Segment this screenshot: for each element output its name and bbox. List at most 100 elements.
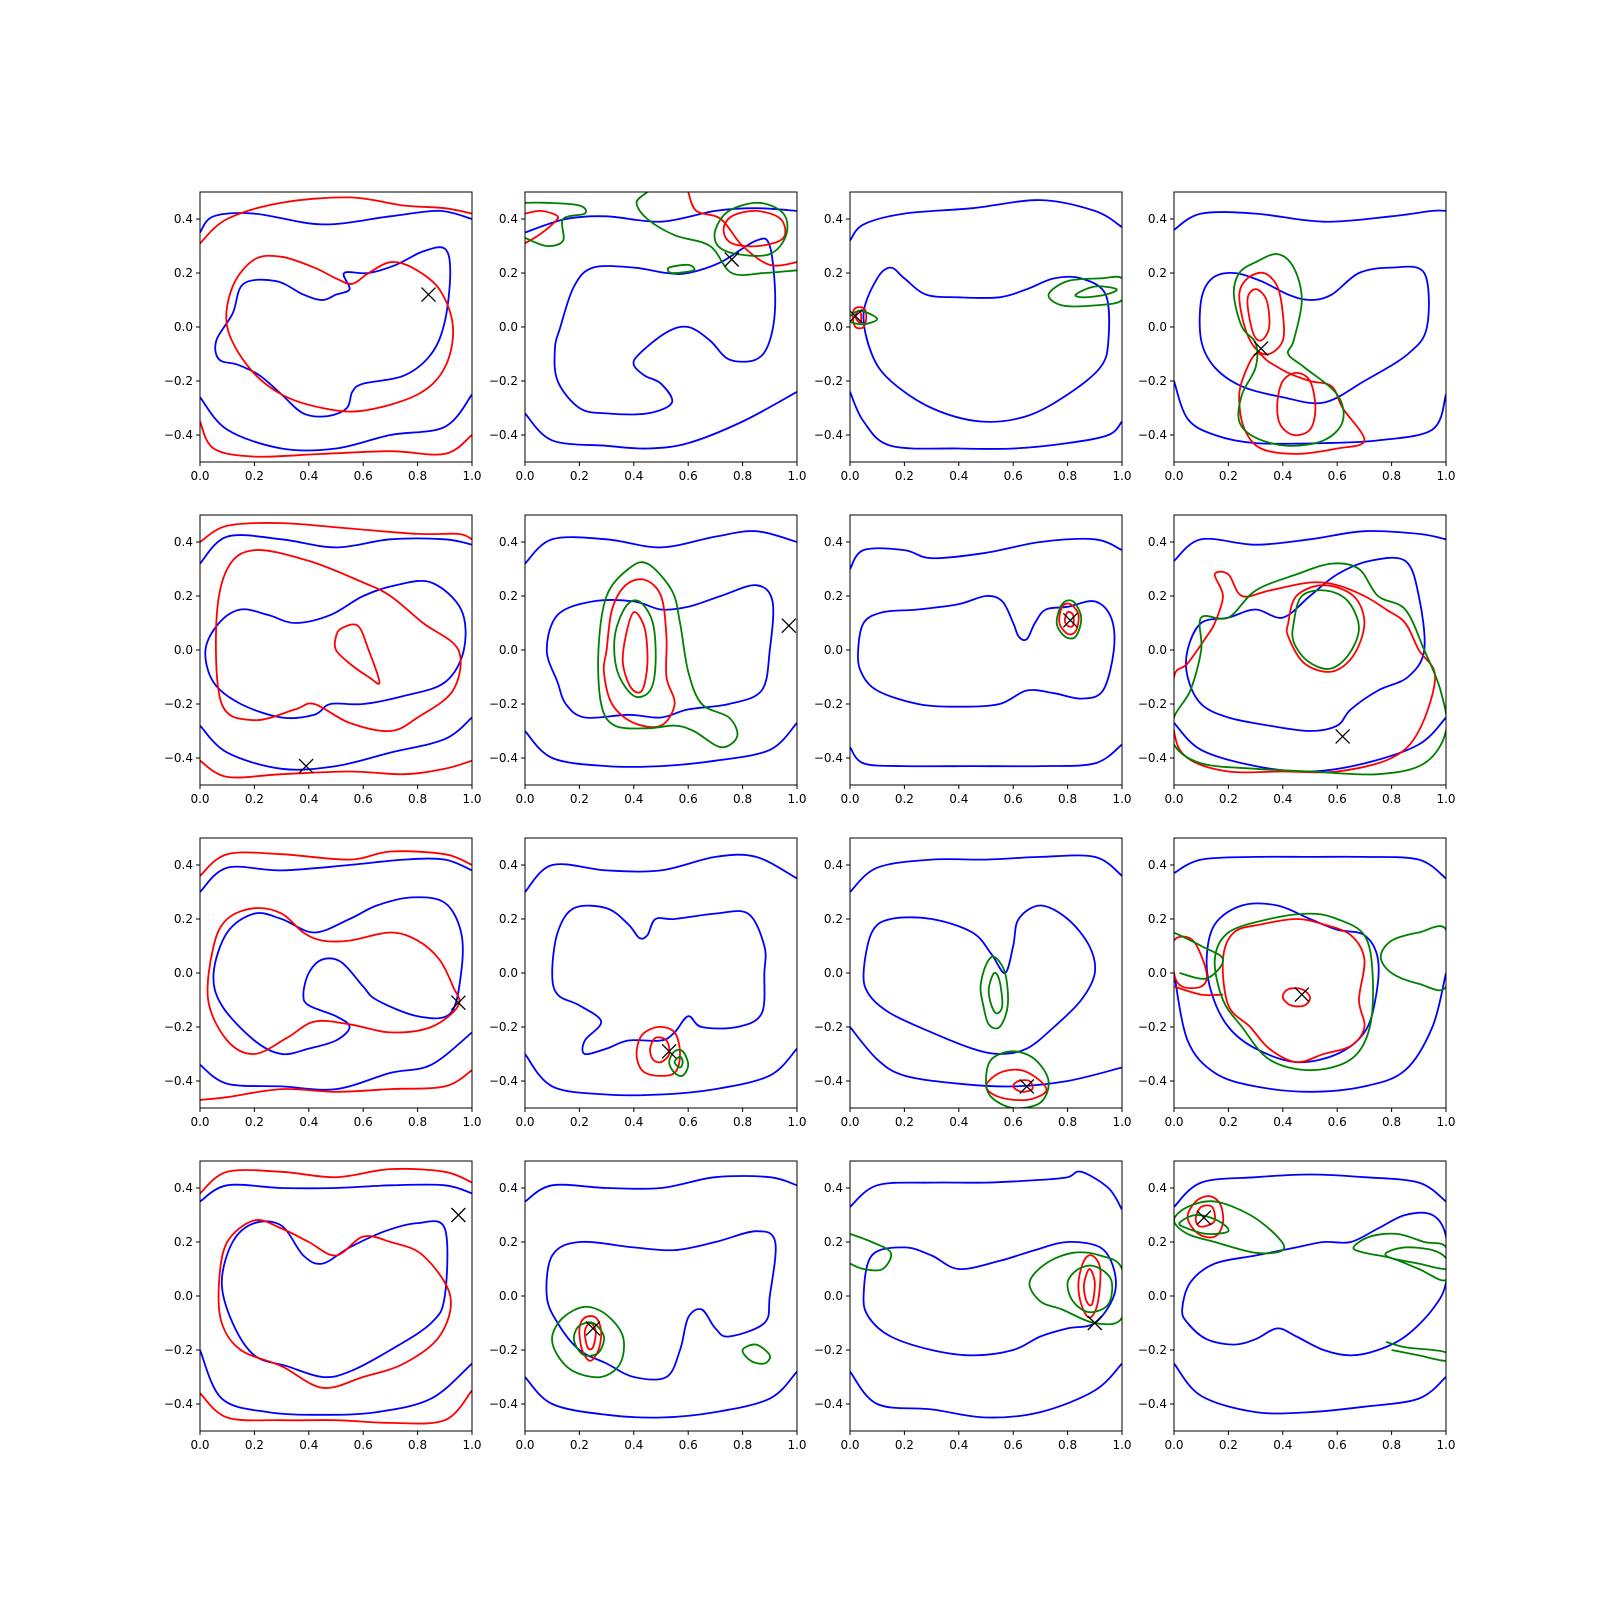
x-tick-label: 1.0 bbox=[787, 1438, 806, 1452]
x-tick-label: 0.0 bbox=[840, 792, 859, 806]
subplot-6: 0.0 0.2 0.4 0.6 0.8 1.0 −0.4 −0.2 0.0 0.2 0.4 bbox=[489, 514, 807, 806]
y-tick-label: 0.0 bbox=[174, 1289, 193, 1303]
red-contour-line bbox=[1063, 611, 1075, 628]
plot-area bbox=[850, 1170, 1122, 1419]
red-contour-line bbox=[1077, 1254, 1102, 1319]
x-tick-label: 0.8 bbox=[408, 792, 427, 806]
x-tick-label: 0.8 bbox=[733, 792, 752, 806]
red-contour-line bbox=[200, 1167, 472, 1195]
x-tick-label: 1.0 bbox=[462, 792, 481, 806]
y-tick-label: 0.2 bbox=[1148, 912, 1167, 926]
y-tick-label: −0.2 bbox=[814, 374, 843, 388]
blue-contour-line bbox=[850, 854, 1122, 893]
x-tick-label: 0.6 bbox=[1004, 792, 1023, 806]
y-tick-label: −0.4 bbox=[814, 1074, 843, 1088]
x-tick-label: 0.8 bbox=[1058, 469, 1077, 483]
x-tick-label: 0.0 bbox=[1164, 1115, 1183, 1129]
red-contour-line bbox=[1174, 570, 1437, 774]
y-tick-label: 0.0 bbox=[824, 966, 843, 980]
y-tick-label: 0.2 bbox=[824, 912, 843, 926]
x-tick-label: 0.4 bbox=[1273, 1115, 1292, 1129]
y-tick-label: 0.4 bbox=[174, 212, 193, 226]
y-tick-label: 0.4 bbox=[824, 535, 843, 549]
blue-contour-line bbox=[204, 579, 467, 720]
red-contour-line bbox=[200, 421, 472, 458]
x-tick-label: 0.0 bbox=[840, 1115, 859, 1129]
x-marker bbox=[1335, 728, 1351, 744]
green-contour-line bbox=[1066, 1264, 1114, 1314]
red-contour-line bbox=[1221, 918, 1366, 1064]
y-tick-label: 0.2 bbox=[1148, 589, 1167, 603]
y-tick-label: −0.4 bbox=[164, 428, 193, 442]
x-tick-label: 0.4 bbox=[949, 469, 968, 483]
y-tick-label: 0.4 bbox=[824, 1181, 843, 1195]
x-marker bbox=[1196, 1210, 1212, 1226]
blue-contour-line bbox=[525, 1047, 797, 1097]
plot-area bbox=[1174, 209, 1446, 455]
x-tick-label: 0.8 bbox=[1058, 792, 1077, 806]
plot-area bbox=[525, 192, 797, 450]
x-marker bbox=[850, 308, 863, 324]
red-contour-line bbox=[722, 209, 787, 248]
y-tick-label: 0.2 bbox=[1148, 1235, 1167, 1249]
y-tick-label: 0.0 bbox=[174, 320, 193, 334]
blue-contour-line bbox=[1198, 265, 1430, 405]
green-contour-line bbox=[1047, 275, 1122, 308]
x-tick-label: 0.8 bbox=[1058, 1438, 1077, 1452]
green-contour-line bbox=[1384, 1246, 1446, 1270]
x-tick-label: 0.6 bbox=[354, 469, 373, 483]
y-tick-label: −0.4 bbox=[1138, 1397, 1167, 1411]
x-tick-label: 0.4 bbox=[1273, 792, 1292, 806]
x-tick-label: 0.2 bbox=[245, 792, 264, 806]
subplot-3: 0.0 0.2 0.4 0.6 0.8 1.0 −0.4 −0.2 0.0 0.2 0.4 bbox=[814, 191, 1132, 483]
blue-contour-line bbox=[200, 1183, 472, 1203]
y-tick-label: −0.2 bbox=[1138, 697, 1167, 711]
green-contour-line bbox=[551, 1305, 625, 1379]
x-tick-label: 0.8 bbox=[1382, 469, 1401, 483]
x-tick-label: 0.4 bbox=[299, 469, 318, 483]
green-contour-line bbox=[1352, 1232, 1446, 1282]
y-tick-label: −0.4 bbox=[814, 1397, 843, 1411]
blue-contour-line bbox=[850, 1170, 1122, 1211]
y-tick-label: 0.4 bbox=[499, 1181, 518, 1195]
red-contour-line bbox=[200, 1069, 472, 1101]
y-tick-label: −0.2 bbox=[814, 697, 843, 711]
x-tick-label: 0.6 bbox=[1328, 1115, 1347, 1129]
x-tick-label: 0.6 bbox=[1328, 1438, 1347, 1452]
plot-area bbox=[200, 521, 472, 779]
x-tick-label: 0.6 bbox=[354, 1438, 373, 1452]
y-tick-label: 0.4 bbox=[499, 535, 518, 549]
x-tick-label: 1.0 bbox=[787, 1115, 806, 1129]
y-tick-label: −0.4 bbox=[489, 428, 518, 442]
x-tick-label: 0.2 bbox=[1219, 1438, 1238, 1452]
x-tick-label: 0.8 bbox=[733, 1115, 752, 1129]
green-contour-line bbox=[635, 192, 797, 276]
green-contour-line bbox=[597, 561, 739, 749]
x-tick-label: 0.2 bbox=[1219, 1115, 1238, 1129]
x-tick-label: 1.0 bbox=[1112, 469, 1131, 483]
red-contour-line bbox=[200, 521, 472, 543]
blue-contour-line bbox=[212, 896, 464, 1056]
red-contour-line bbox=[200, 196, 472, 244]
x-tick-label: 1.0 bbox=[462, 1115, 481, 1129]
blue-contour-line bbox=[862, 1241, 1117, 1357]
x-tick-label: 1.0 bbox=[1112, 1115, 1131, 1129]
x-tick-label: 0.6 bbox=[1004, 469, 1023, 483]
green-contour-line bbox=[850, 309, 879, 326]
blue-contour-line bbox=[1174, 209, 1446, 231]
x-tick-label: 0.0 bbox=[190, 792, 209, 806]
x-tick-label: 0.0 bbox=[515, 1438, 534, 1452]
green-contour-line bbox=[613, 599, 657, 699]
x-tick-label: 0.4 bbox=[299, 792, 318, 806]
green-contour-line bbox=[979, 955, 1009, 1030]
plot-area bbox=[850, 199, 1122, 450]
green-contour-line bbox=[666, 263, 696, 274]
green-contour-line bbox=[572, 1321, 605, 1357]
green-contour-line bbox=[1291, 589, 1360, 670]
x-tick-label: 0.8 bbox=[408, 1115, 427, 1129]
red-contour-line bbox=[1012, 1079, 1034, 1093]
x-tick-label: 0.2 bbox=[1219, 792, 1238, 806]
y-tick-label: 0.2 bbox=[1148, 266, 1167, 280]
x-tick-label: 0.2 bbox=[895, 1438, 914, 1452]
x-tick-label: 0.2 bbox=[895, 469, 914, 483]
